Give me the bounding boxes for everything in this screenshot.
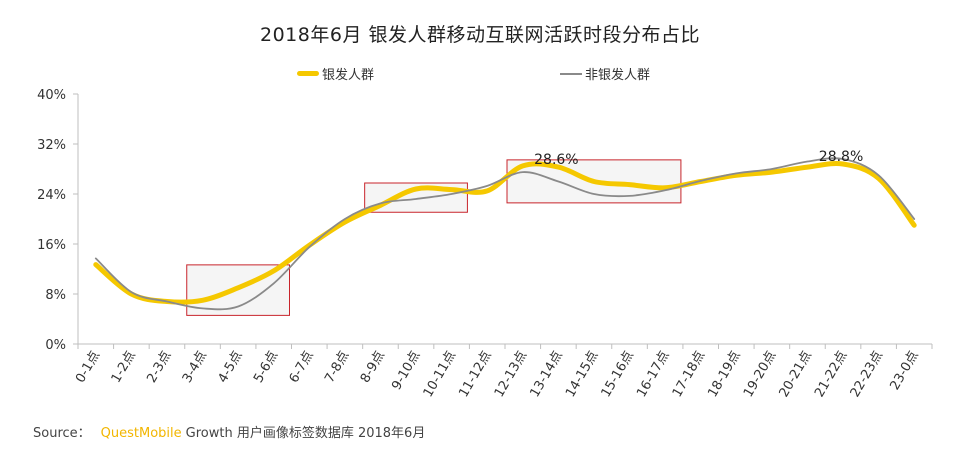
x-tick-label: 7-8点: [322, 349, 352, 386]
data-point: [770, 167, 774, 171]
data-point: [165, 300, 169, 304]
x-tick-label: 13-14点: [527, 349, 565, 400]
x-tick-label: 17-18点: [670, 349, 708, 400]
data-point: [201, 298, 205, 302]
x-tick-label: 20-21点: [777, 349, 815, 400]
x-tick-label: 22-23点: [848, 349, 886, 400]
data-point: [129, 290, 133, 294]
source-note: Source： QuestMobile Growth 用户画像标签数据库 2018年…: [33, 422, 425, 441]
data-point: [877, 173, 881, 177]
data-point: [912, 217, 916, 221]
chart-legend: 银发人群 非银发人群: [0, 64, 960, 83]
legend-item-non-silver: 非银发人群: [560, 64, 650, 83]
data-point: [592, 180, 596, 184]
x-tick-label: 23-0点: [887, 349, 921, 393]
data-label: 28.8%: [819, 149, 863, 165]
data-point: [378, 201, 382, 205]
data-point: [450, 192, 454, 196]
y-tick-label: 24%: [37, 188, 66, 203]
x-tick-label: 4-5点: [215, 349, 245, 386]
x-tick-label: 16-17点: [634, 349, 672, 400]
source-label: Source：: [33, 426, 91, 441]
data-point: [485, 184, 489, 188]
x-tick-label: 15-16点: [599, 349, 637, 400]
data-point: [236, 286, 240, 290]
legend-swatch-non-silver: [560, 72, 582, 75]
x-tick-label: 0-1点: [73, 349, 103, 386]
data-label: 28.6%: [534, 152, 578, 168]
data-point: [521, 164, 525, 168]
source-description: Growth 用户画像标签数据库 2018年6月: [185, 426, 426, 441]
source-brand-logo: QuestMobile: [100, 426, 182, 441]
y-tick-label: 0%: [45, 338, 66, 353]
data-point: [805, 165, 809, 169]
x-tick-label: 1-2点: [109, 349, 139, 386]
x-tick-label: 5-6点: [251, 349, 281, 386]
data-point: [272, 281, 276, 285]
data-point: [734, 171, 738, 175]
x-tick-label: 18-19点: [705, 349, 743, 400]
data-point: [343, 217, 347, 221]
x-tick-label: 2-3点: [144, 349, 174, 386]
legend-label-silver: 银发人群: [322, 68, 375, 83]
data-point: [236, 305, 240, 309]
data-point: [414, 197, 418, 201]
data-point: [699, 179, 703, 183]
x-tick-label: 12-13点: [492, 349, 530, 400]
x-tick-label: 9-10点: [389, 349, 423, 393]
data-point: [94, 263, 98, 267]
data-point: [628, 194, 632, 198]
legend-label-non-silver: 非银发人群: [585, 68, 651, 83]
data-point: [805, 160, 809, 164]
legend-swatch-silver: [297, 71, 319, 76]
data-point: [450, 188, 454, 192]
y-tick-label: 32%: [37, 138, 66, 153]
x-tick-label: 21-22点: [812, 349, 850, 400]
y-tick-label: 8%: [45, 288, 66, 303]
data-point: [521, 170, 525, 174]
data-point: [485, 189, 489, 193]
x-tick-label: 6-7点: [287, 349, 317, 386]
data-point: [592, 192, 596, 196]
series-line-non-silver: [94, 157, 916, 311]
x-tick-label: 8-9点: [358, 349, 388, 386]
data-point: [628, 183, 632, 187]
y-tick-label: 16%: [37, 238, 66, 253]
data-point: [272, 269, 276, 273]
data-point: [307, 245, 311, 249]
x-tick-label: 3-4点: [180, 349, 210, 386]
y-tick-label: 40%: [37, 88, 66, 103]
legend-item-silver: 银发人群: [297, 64, 374, 83]
x-tick-label: 10-11点: [421, 349, 459, 400]
x-tick-label: 19-20点: [741, 349, 779, 400]
data-point: [94, 256, 98, 260]
x-tick-label: 14-15点: [563, 349, 601, 400]
data-point: [556, 180, 560, 184]
data-point: [912, 223, 916, 227]
data-point: [663, 188, 667, 192]
data-point: [414, 187, 418, 191]
x-tick-label: 11-12点: [456, 349, 494, 400]
chart-title: 2018年6月 银发人群移动互联网活跃时段分布占比: [260, 24, 700, 46]
data-point: [201, 306, 205, 310]
